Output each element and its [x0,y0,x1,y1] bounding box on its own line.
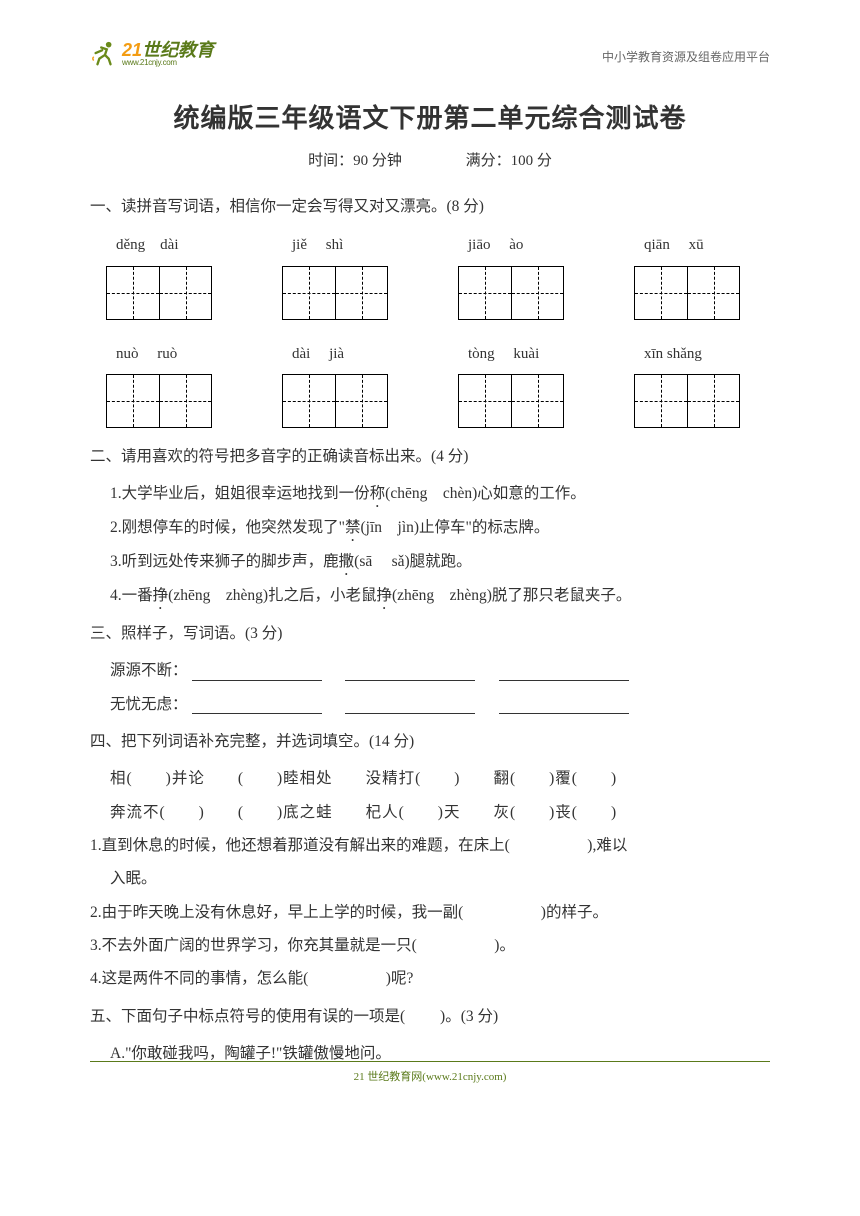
s4-q1a: 1.直到休息的时候，他还想着那道没有解出来的难题，在床上( ),难以 [90,829,770,862]
pinyin-label: jiě shì [292,229,343,261]
s3-l1: 源源不断： [90,654,770,687]
blank-input[interactable] [345,663,475,681]
pinyin-label: tòng kuài [468,338,539,370]
tian-box[interactable] [634,266,740,320]
section-5: 五、下面句子中标点符号的使用有误的一项是( )。(3 分) A."你敢碰我吗，陶… [90,1000,770,1071]
logo-cn: 世纪教育 [142,40,214,60]
logo-text: 21世纪教育 www.21cnjy.com [122,41,214,67]
s4-q2: 2.由于昨天晚上没有休息好，早上上学的时候，我一副( )的样子。 [90,896,770,929]
tian-box[interactable] [282,266,388,320]
s3-l2: 无忧无虑： [90,688,770,721]
tian-box[interactable] [634,374,740,428]
section-5-title: 五、下面句子中标点符号的使用有误的一项是( )。(3 分) [90,1000,770,1033]
tian-box[interactable] [106,374,212,428]
info-line: 时间：90 分钟 满分：100 分 [90,149,770,170]
s4-q4: 4.这是两件不同的事情，怎么能( )呢? [90,962,770,995]
header: 21世纪教育 www.21cnjy.com 中小学教育资源及组卷应用平台 [90,40,770,68]
page-container: 21世纪教育 www.21cnjy.com 中小学教育资源及组卷应用平台 统编版… [0,0,860,1104]
logo-url: www.21cnjy.com [122,59,214,67]
pinyin-row-2: nuò ruò dài jià tòng kuài xīn shǎng [106,338,770,428]
s4-q3: 3.不去外面广阔的世界学习，你充其量就是一只( )。 [90,929,770,962]
pinyin-label: dài jià [292,338,344,370]
section-2: 二、请用喜欢的符号把多音字的正确读音标出来。(4 分) 1.大学毕业后，姐姐很幸… [90,440,770,613]
pinyin-label: nuò ruò [116,338,177,370]
page-title: 统编版三年级语文下册第二单元综合测试卷 [90,98,770,135]
score-info: 满分：100 分 [466,153,552,169]
logo-21: 21 [122,40,142,60]
runner-icon [90,40,118,68]
pinyin-label: děng dài [116,229,178,261]
pinyin-label: jiāo ào [468,229,523,261]
tian-box[interactable] [106,266,212,320]
s2-q2: 2.刚想停车的时候，他突然发现了"禁(jīn jìn)止停车"的标志牌。 [90,511,770,545]
header-right-text: 中小学教育资源及组卷应用平台 [602,48,770,65]
pinyin-label: qiān xū [644,229,704,261]
blank-input[interactable] [192,663,322,681]
tian-box[interactable] [458,266,564,320]
section-1: 一、读拼音写词语，相信你一定会写得又对又漂亮。(8 分) děng dài ji… [90,190,770,428]
blank-input[interactable] [499,663,629,681]
s2-q4: 4.一番挣(zhēng zhèng)扎之后，小老鼠挣(zhēng zhèng)脱… [90,579,770,613]
tian-box[interactable] [458,374,564,428]
time-info: 时间：90 分钟 [308,153,402,169]
logo: 21世纪教育 www.21cnjy.com [90,40,214,68]
s2-q1: 1.大学毕业后，姐姐很幸运地找到一份称(chēng chèn)心如意的工作。 [90,477,770,511]
pinyin-row-1: děng dài jiě shì jiāo ào qiān xū [106,229,770,319]
pinyin-label: xīn shǎng [644,338,702,370]
s2-q3: 3.听到远处传来狮子的脚步声，鹿撒(sā sǎ)腿就跑。 [90,545,770,579]
section-4-title: 四、把下列词语补充完整，并选词填空。(14 分) [90,725,770,758]
blank-input[interactable] [192,696,322,714]
section-3: 三、照样子，写词语。(3 分) 源源不断： 无忧无虑： [90,617,770,721]
tian-box[interactable] [282,374,388,428]
blank-input[interactable] [345,696,475,714]
s4-idioms-2: 奔流不( ) ( )底之蛙 杞人( )天 灰( )丧( ) [90,796,770,829]
section-4: 四、把下列词语补充完整，并选词填空。(14 分) 相( )并论 ( )睦相处 没… [90,725,770,996]
s4-q1b: 入眠。 [90,862,770,895]
s4-idioms-1: 相( )并论 ( )睦相处 没精打( ) 翻( )覆( ) [90,762,770,795]
blank-input[interactable] [499,696,629,714]
section-1-title: 一、读拼音写词语，相信你一定会写得又对又漂亮。(8 分) [90,190,770,223]
section-2-title: 二、请用喜欢的符号把多音字的正确读音标出来。(4 分) [90,440,770,473]
section-3-title: 三、照样子，写词语。(3 分) [90,617,770,650]
footer: 21 世纪教育网(www.21cnjy.com) [90,1061,770,1084]
